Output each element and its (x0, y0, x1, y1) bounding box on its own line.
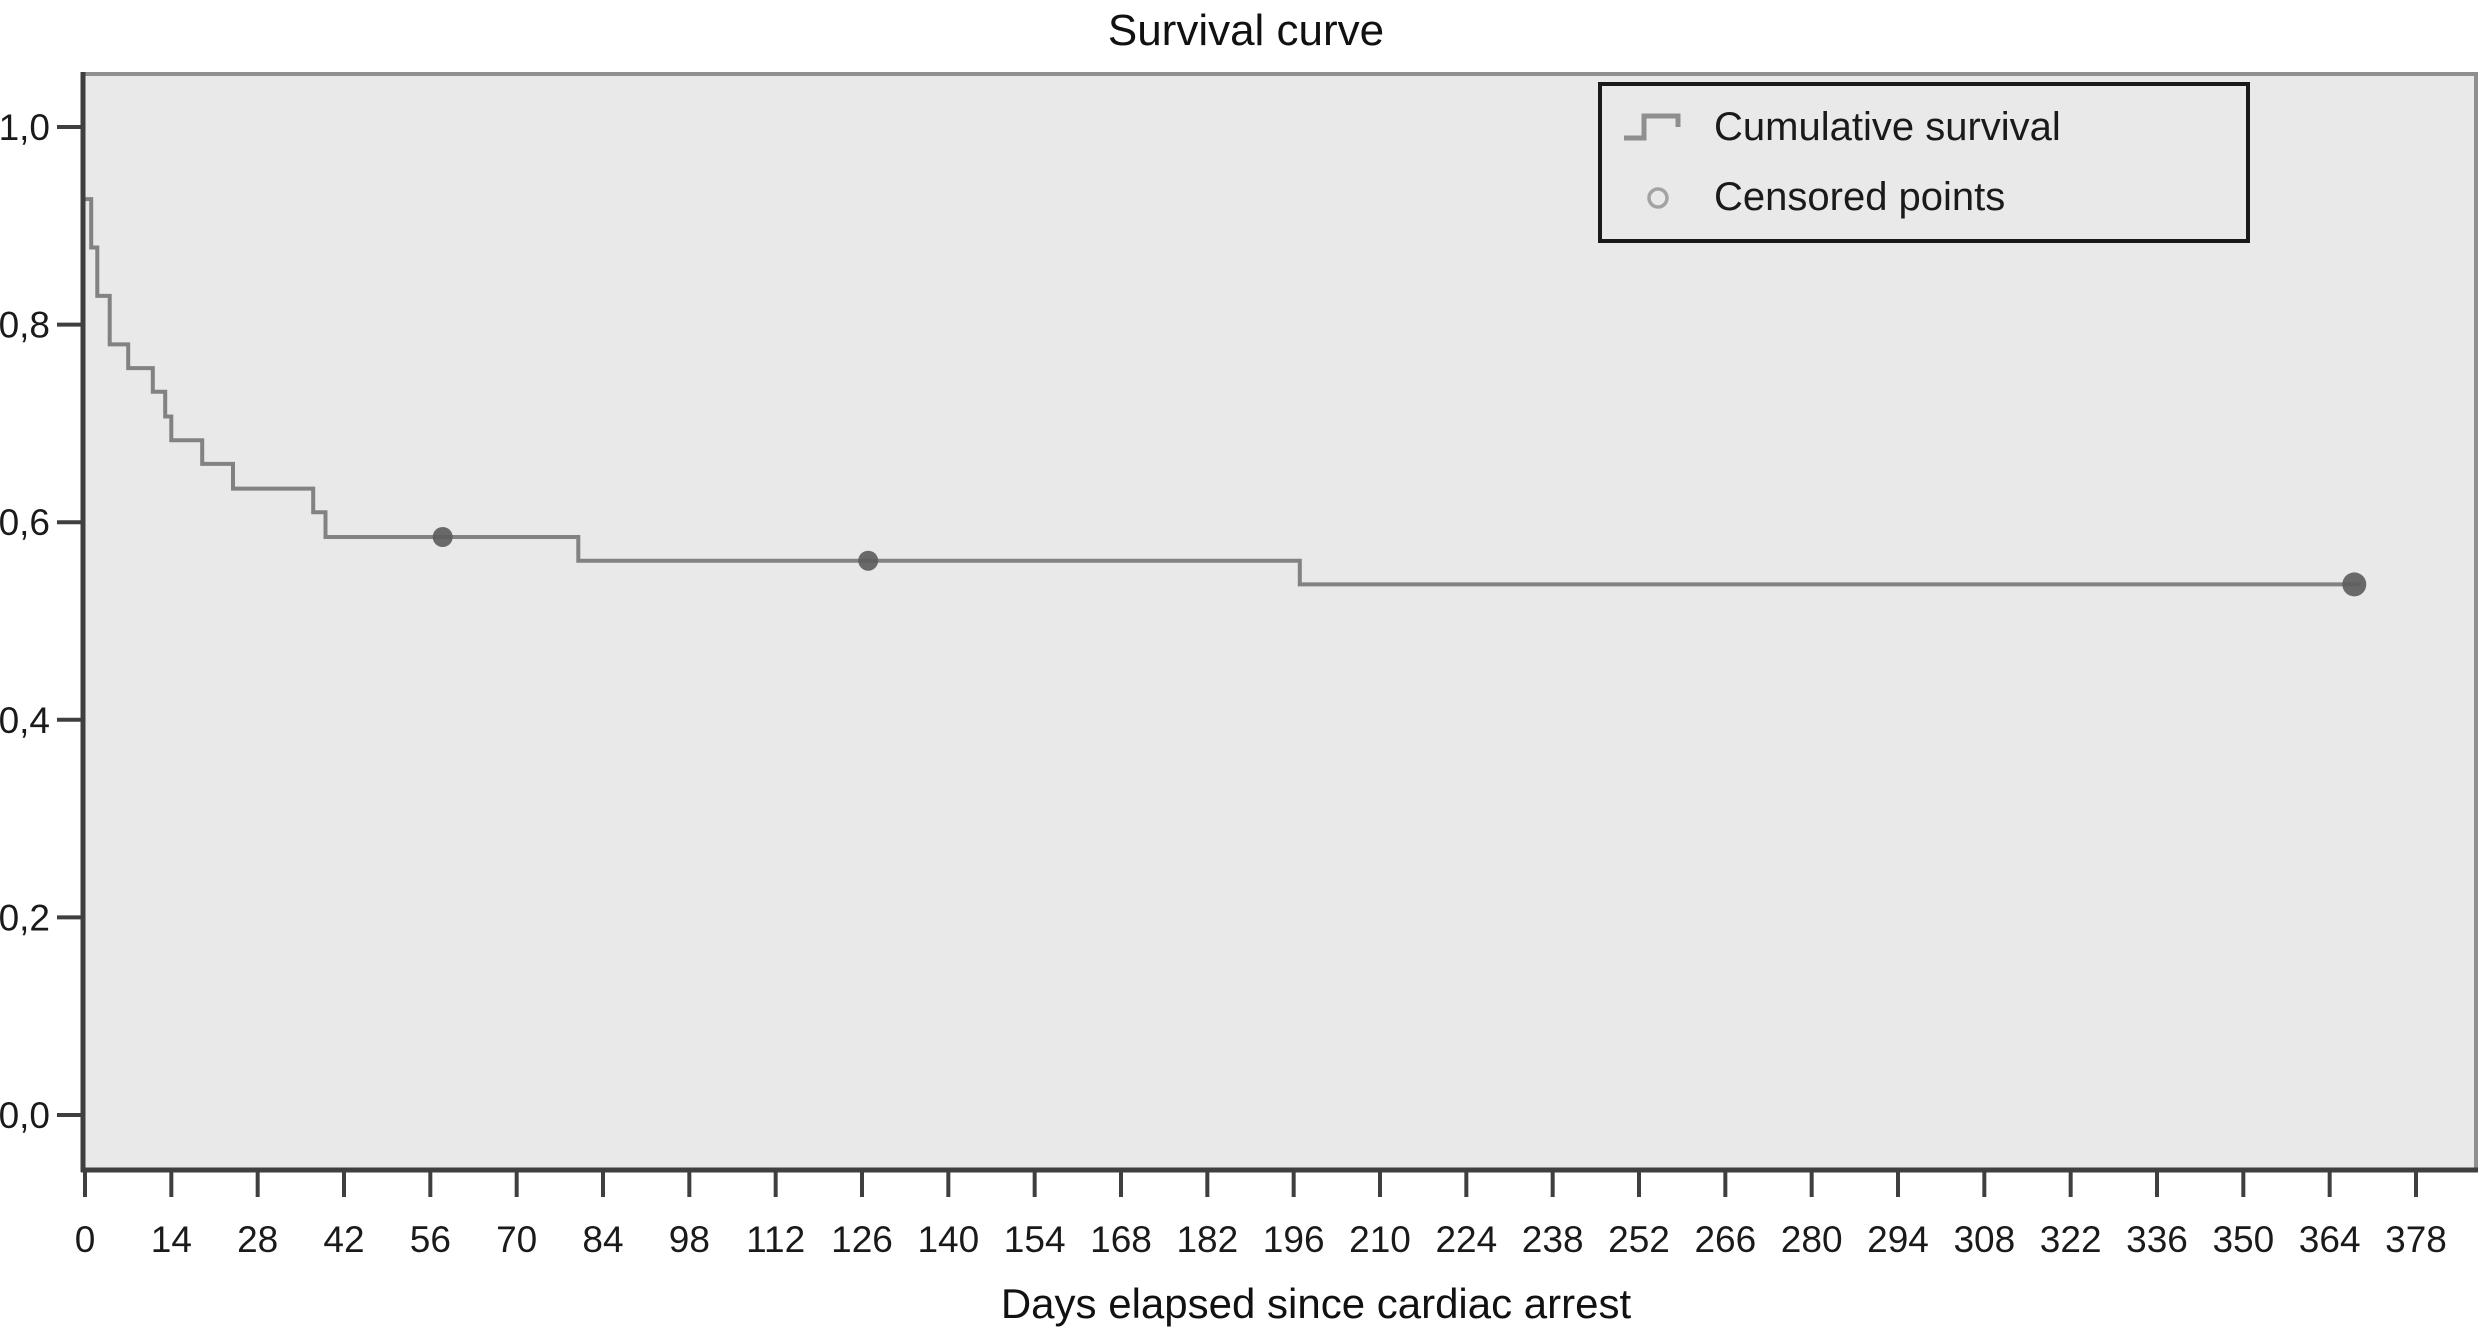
x-tick-label: 266 (1694, 1219, 1756, 1260)
x-tick-label: 70 (496, 1219, 537, 1260)
x-tick-label: 112 (746, 1219, 805, 1260)
x-tick-label: 0 (75, 1219, 96, 1260)
open-circle-icon (1602, 182, 1714, 214)
chart-title: Survival curve (1107, 6, 1385, 55)
x-tick-label: 140 (917, 1219, 979, 1260)
y-tick-label: 0,2 (0, 897, 50, 938)
legend-item-cumulative-survival: Cumulative survival (1602, 92, 2246, 163)
y-tick-label: 0,0 (0, 1095, 50, 1136)
x-tick-label: 56 (410, 1219, 451, 1260)
x-tick-label: 294 (1867, 1219, 1929, 1260)
y-axis-ticks: 0,0 0,2 0,4 0,6 0,8 1,0 (0, 107, 83, 1136)
x-tick-label: 378 (2385, 1219, 2447, 1260)
x-tick-label: 126 (831, 1219, 893, 1260)
x-tick-label: 238 (1522, 1219, 1584, 1260)
x-tick-label: 182 (1176, 1219, 1238, 1260)
legend-label-cumulative-survival: Cumulative survival (1714, 104, 2061, 149)
x-tick-label: 14 (151, 1219, 192, 1260)
x-tick-label: 224 (1435, 1219, 1497, 1260)
censored-points-group (432, 527, 2367, 597)
legend-label-censored-points: Censored points (1714, 175, 2006, 220)
x-tick-label: 196 (1263, 1219, 1325, 1260)
step-line-icon (1602, 105, 1714, 149)
x-axis-ticks: 0 14 28 42 56 70 84 98 112 126 140 154 168 182 196 210 2… (75, 1170, 2447, 1260)
x-tick-label: 154 (1004, 1219, 1066, 1260)
x-tick-label: 280 (1781, 1219, 1843, 1260)
x-tick-label: 168 (1090, 1219, 1152, 1260)
legend-item-censored-points: Censored points (1602, 163, 2246, 234)
x-tick-label: 322 (2040, 1219, 2102, 1260)
x-tick-label: 210 (1349, 1219, 1411, 1260)
censored-point (432, 527, 453, 547)
x-tick-label: 84 (582, 1219, 623, 1260)
y-tick-label: 1,0 (0, 107, 50, 148)
censored-point (858, 550, 879, 571)
y-tick-label: 0,4 (0, 700, 50, 741)
censored-point (2342, 572, 2367, 597)
x-tick-label: 28 (237, 1219, 278, 1260)
x-tick-label: 308 (1953, 1219, 2015, 1260)
plot-area (83, 72, 2478, 1170)
x-axis-label: Days elapsed since cardiac arrest (1000, 1280, 1632, 1327)
x-tick-label: 252 (1608, 1219, 1670, 1260)
x-tick-label: 42 (323, 1219, 364, 1260)
x-tick-label: 364 (2299, 1219, 2361, 1260)
x-tick-label: 350 (2212, 1219, 2274, 1260)
x-tick-label: 336 (2126, 1219, 2188, 1260)
legend: Cumulative survival Censored points (1598, 82, 2250, 243)
y-tick-label: 0,8 (0, 305, 50, 346)
y-tick-label: 0,6 (0, 502, 50, 543)
x-tick-label: 98 (669, 1219, 710, 1260)
